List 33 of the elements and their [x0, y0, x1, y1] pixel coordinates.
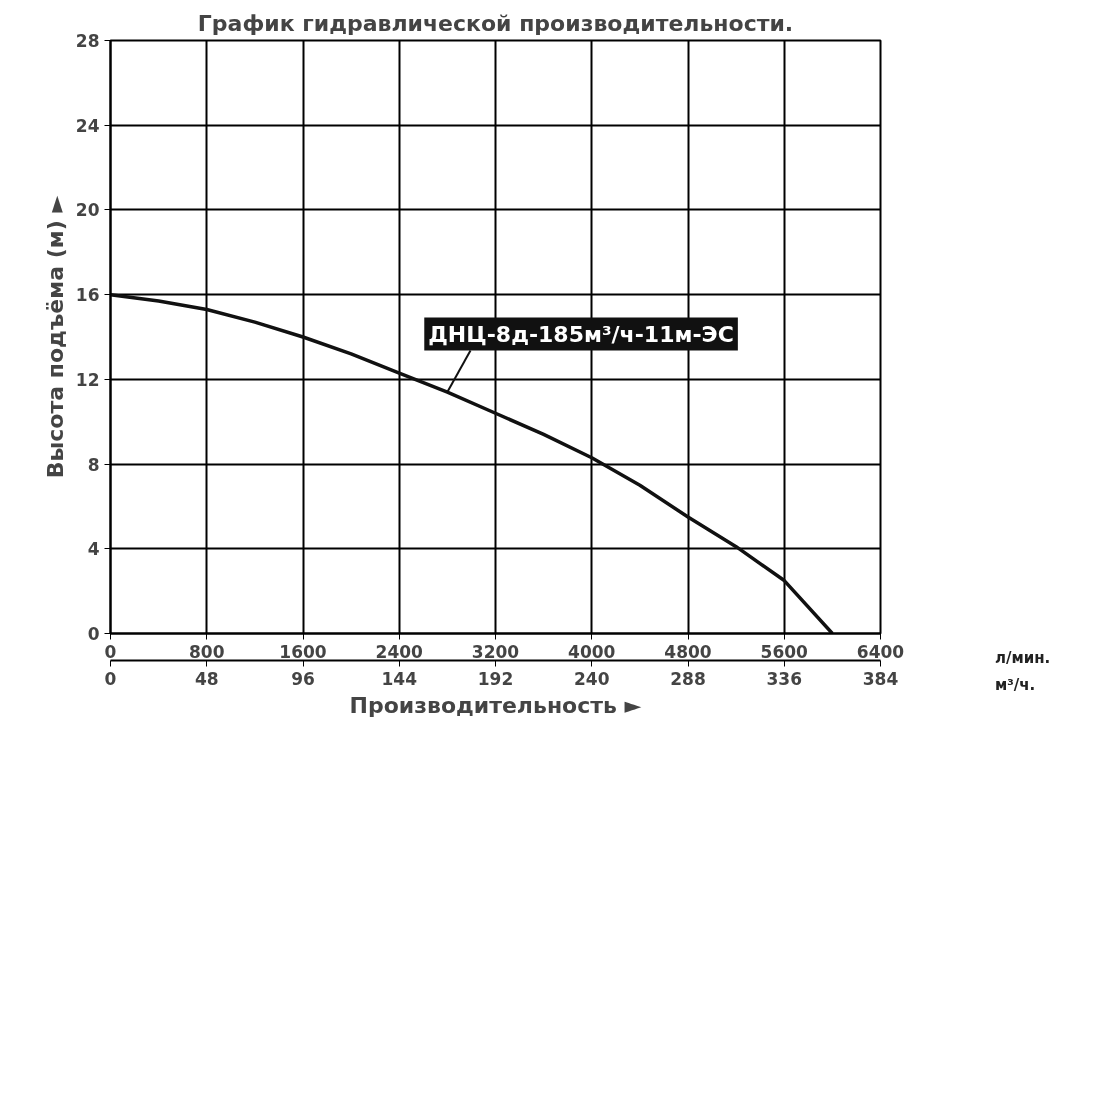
x-tick-label: 5600 [760, 641, 809, 662]
chart-title: График гидравлической производительности. [197, 10, 794, 36]
y-tick-label: 12 [75, 369, 100, 390]
y-tick-label: 20 [75, 200, 100, 221]
y-tick-label: 28 [75, 31, 100, 51]
line-series [110, 292, 835, 634]
series-label: ДНЦ-8д-185м³/ч-11м-ЭС [428, 321, 734, 347]
x-tick-label: 1600 [279, 641, 327, 662]
x2-tick-label: 384 [862, 668, 899, 689]
x2-tick-label: 336 [766, 668, 803, 689]
x-tick-label: 4000 [568, 641, 616, 662]
y-axis-title: Высота подъёма (м) ► [42, 195, 68, 479]
x-axis-title: Производительность ► [349, 692, 642, 718]
y-tick-label: 16 [75, 285, 100, 306]
y-tick-label: 0 [87, 624, 100, 644]
y-tick-label: 8 [87, 454, 100, 475]
x2-tick-label: 96 [291, 668, 315, 689]
x-tick-label: 4800 [664, 641, 712, 662]
x-tick-label: 6400 [856, 641, 905, 662]
x-tick-label: 0 [104, 641, 117, 662]
text: л/мин. [995, 648, 1051, 669]
y-tick-label: 4 [87, 539, 100, 560]
x2-tick-label: 48 [194, 668, 219, 689]
x2-tick-label: 192 [477, 668, 514, 689]
text: м³/ч. [995, 675, 1037, 696]
x2-tick-label: 0 [104, 668, 117, 689]
x-tick-label: 3200 [471, 641, 520, 662]
x-tick-label: 2400 [375, 641, 424, 662]
x2-tick-label: 288 [670, 668, 706, 689]
x2-tick-label: 240 [574, 668, 610, 689]
x2-tick-label: 144 [381, 668, 418, 689]
y-tick-label: 24 [75, 115, 100, 136]
x-tick-label: 800 [189, 641, 225, 662]
